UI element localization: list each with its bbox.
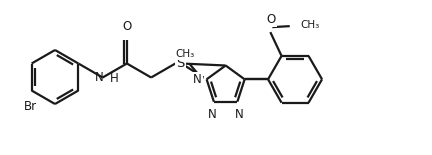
Text: N: N: [95, 71, 104, 84]
Text: O: O: [267, 13, 276, 26]
Text: N: N: [207, 108, 216, 121]
Text: CH₃: CH₃: [175, 49, 195, 59]
Text: H: H: [110, 72, 118, 85]
Text: N: N: [193, 73, 202, 86]
Text: CH₃: CH₃: [301, 20, 320, 30]
Text: Br: Br: [24, 100, 37, 113]
Text: N: N: [235, 108, 244, 121]
Text: O: O: [122, 20, 131, 33]
Text: S: S: [176, 57, 185, 70]
